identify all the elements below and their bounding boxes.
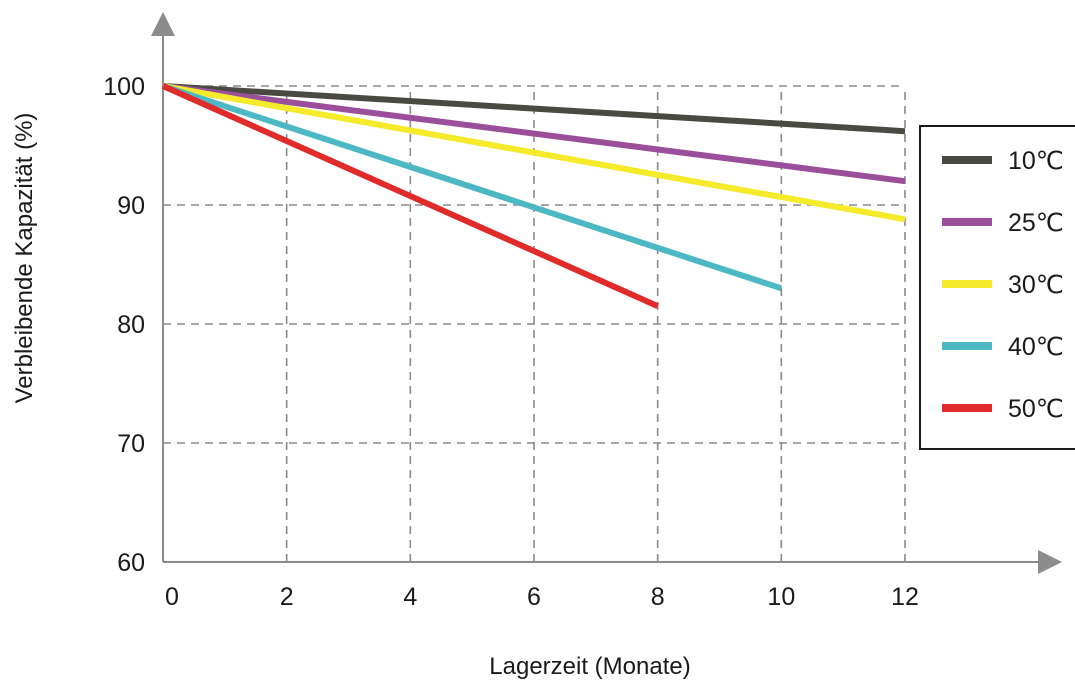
legend-label: 25℃ [1008,209,1064,237]
axes [151,12,1062,574]
x-tick-label: 6 [527,583,541,611]
x-tick-label: 10 [767,583,795,611]
legend: 10℃ 25℃ 30℃ 40℃ 50℃ [919,125,1075,450]
y-tick-label: 60 [117,549,145,577]
series-line [161,83,659,309]
series-line [162,83,783,292]
x-tick-label: 4 [403,583,417,611]
legend-label: 40℃ [1008,333,1064,361]
legend-label: 10℃ [1008,147,1064,175]
y-tick-label: 90 [117,192,145,220]
y-tick-label: 80 [117,311,145,339]
grid [163,85,906,562]
x-tick-label: 12 [891,583,919,611]
y-axis-arrow [151,12,175,36]
series-line [162,83,906,135]
y-axis-title: Verbleibende Kapazität (%) [11,113,38,404]
y-tick-label: 100 [103,73,145,101]
x-tick-label: 8 [651,583,665,611]
legend-label: 50℃ [1008,395,1064,423]
series-line [162,83,906,185]
x-tick-label: 2 [280,583,294,611]
y-tick-label: 70 [117,430,145,458]
x-axis-title: Lagerzeit (Monate) [489,653,690,680]
legend-label: 30℃ [1008,271,1064,299]
series-line [162,83,906,223]
tick-labels: 0 2 4 6 8 10 12 60 70 80 90 100 [103,73,919,611]
x-axis-arrow [1038,550,1062,574]
x-tick-label: 0 [165,583,179,611]
series-lines [161,83,906,309]
